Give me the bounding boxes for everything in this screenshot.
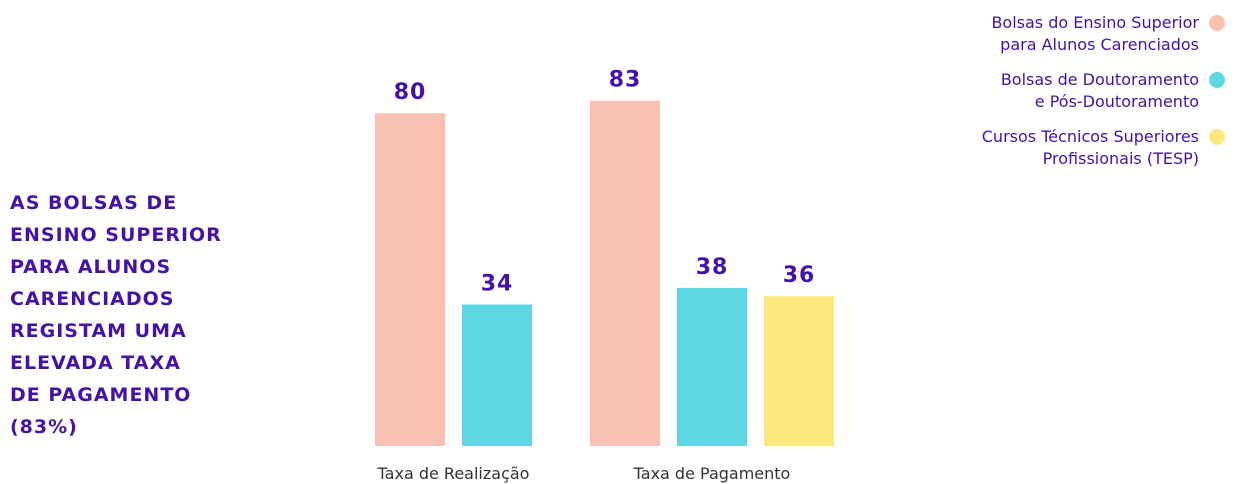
annotation: AS BOLSAS DE ENSINO SUPERIOR PARA ALUNOS… — [10, 192, 222, 438]
legend-item: Bolsas do Ensino Superior para Alunos Ca… — [982, 12, 1225, 56]
value-label: 83 — [609, 68, 642, 93]
value-label: 36 — [783, 263, 816, 288]
bar — [764, 296, 834, 446]
legend-label: Bolsas de Doutoramento e Pós-Doutorament… — [1000, 70, 1199, 111]
legend-item: Bolsas de Doutoramento e Pós-Doutorament… — [982, 69, 1225, 113]
legend-swatch — [1209, 15, 1225, 31]
value-label: 34 — [481, 272, 514, 297]
legend-item: Cursos Técnicos Superiores Profissionais… — [982, 126, 1225, 170]
legend-swatch — [1209, 129, 1225, 145]
x-tick-label: Taxa de Pagamento — [633, 464, 791, 483]
bar — [375, 113, 445, 446]
value-label: 80 — [394, 80, 427, 105]
value-label: 38 — [696, 255, 729, 280]
legend-label: Cursos Técnicos Superiores Profissionais… — [981, 127, 1199, 168]
bar — [677, 287, 747, 446]
bar — [462, 304, 532, 446]
bar — [590, 100, 660, 446]
legend: Bolsas do Ensino Superior para Alunos Ca… — [982, 12, 1225, 183]
legend-swatch — [1209, 72, 1225, 88]
x-tick-label: Taxa de Realização — [377, 464, 530, 483]
legend-label: Bolsas do Ensino Superior para Alunos Ca… — [991, 13, 1199, 54]
